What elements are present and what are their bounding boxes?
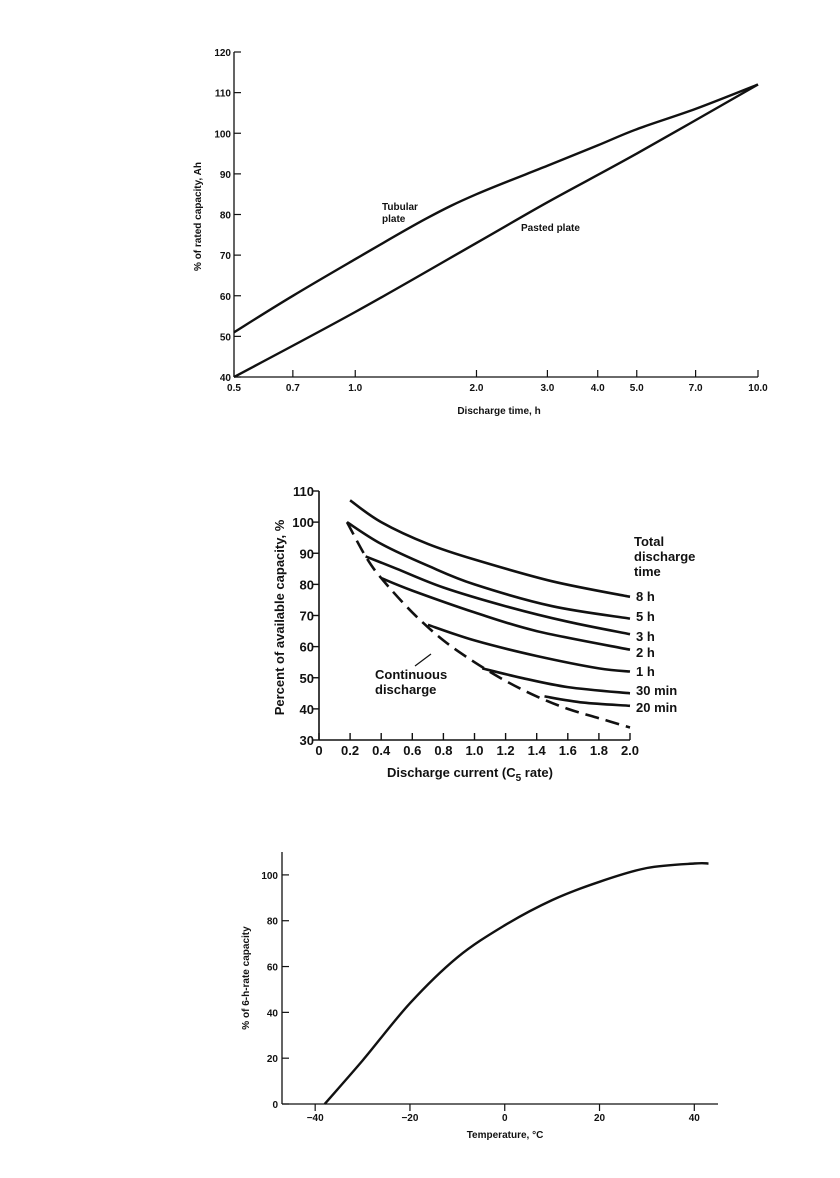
chart3-x-axis-label: Temperature, °C <box>467 1130 544 1141</box>
chart2-x-tick-label: 1.4 <box>528 743 547 758</box>
chart1-series-label-pasted: Pasted plate <box>521 223 580 234</box>
chart2-x-tick-label: 2.0 <box>621 743 639 758</box>
chart1-y-tick-label: 40 <box>220 373 232 384</box>
chart2-series-label: 5 h <box>636 609 655 624</box>
chart2-y-tick-label: 110 <box>293 484 314 499</box>
chart2-series-label: 2 h <box>636 645 655 660</box>
chart2-series-label: 30 min <box>636 683 677 698</box>
chart2-continuous-leader-line <box>414 653 432 667</box>
chart2-x-tick-label: 1.8 <box>590 743 608 758</box>
chart2-x-axis-label-text: Discharge current (C <box>387 765 516 780</box>
chart2-x-tick-label: 1.2 <box>497 743 515 758</box>
chart3-x-tick-label: −20 <box>401 1113 418 1124</box>
chart1-y-tick-label: 60 <box>220 292 232 303</box>
chart1-x-tick-label: 2.0 <box>470 383 484 394</box>
chart2-y-axis-label: Percent of available capacity, % <box>272 519 287 715</box>
chart2-series-label: 8 h <box>636 589 655 604</box>
chart2-x-tick-label: 0 <box>315 743 322 758</box>
chart2-y-tick-label: 90 <box>300 546 314 561</box>
chart2-series-3-h <box>365 555 631 636</box>
chart1-y-tick-label: 80 <box>220 211 232 222</box>
chart2-series-label: 1 h <box>636 664 655 679</box>
chart1-y-tick-label: 70 <box>220 251 232 262</box>
chart3-y-tick-label: 100 <box>261 871 278 882</box>
chart1-y-tick-label: 100 <box>214 129 231 140</box>
chart2-x-tick-label: 0.2 <box>341 743 359 758</box>
chart3-y-axis-label: % of 6-h-rate capacity <box>241 926 252 1030</box>
chart1-x-tick-label: 0.5 <box>227 383 241 394</box>
chart3-y-tick-label: 40 <box>267 1008 279 1019</box>
chart2-x-axis-label: Discharge current (C5 rate) <box>387 765 553 784</box>
chart2-x-axis-label-end: rate) <box>521 765 553 780</box>
chart3-x-tick-label: 20 <box>594 1113 606 1124</box>
chart2-series-1-h <box>427 623 631 673</box>
chart2-series-8-h <box>349 499 631 599</box>
chart3-y-tick-label: 80 <box>267 917 279 928</box>
chart1-series-tubular-plate <box>233 83 759 334</box>
chart1-y-tick-label: 120 <box>214 48 231 59</box>
chart1-x-tick-label: 10.0 <box>748 383 768 394</box>
chart1-series-pasted-plate <box>233 83 759 379</box>
chart3-y-tick-label: 20 <box>267 1054 279 1065</box>
chart1-x-tick-label: 4.0 <box>591 383 605 394</box>
chart2-x-tick-label: 0.8 <box>434 743 452 758</box>
chart2-series-30-min <box>481 667 631 695</box>
chart2-y-tick-label: 40 <box>300 702 314 717</box>
chart1-x-tick-label: 1.0 <box>348 383 362 394</box>
chart1-y-tick-label: 90 <box>220 170 232 181</box>
chart2-series-2-h <box>380 576 631 651</box>
chart2-y-tick-label: 30 <box>300 733 314 748</box>
chart2-y-tick-label: 60 <box>300 640 314 655</box>
chart1-y-tick-label: 50 <box>220 332 232 343</box>
chart1-x-tick-label: 7.0 <box>689 383 703 394</box>
chart2-series-label: 20 min <box>636 700 677 715</box>
chart2-y-tick-label: 50 <box>300 671 314 686</box>
chart1-x-tick-label: 3.0 <box>540 383 554 394</box>
chart2-y-tick-label: 80 <box>300 577 314 592</box>
chart1-y-axis-label: % of rated capacity, Ah <box>193 162 204 271</box>
chart2-y-tick-label: 100 <box>292 515 314 530</box>
chart2-series-20-min <box>544 695 631 708</box>
chart2-y-tick-label: 70 <box>300 609 314 624</box>
chart3-x-tick-label: −40 <box>307 1113 324 1124</box>
chart2-legend-title: time <box>634 564 661 579</box>
chart2-x-tick-label: 0.6 <box>403 743 421 758</box>
chart2-x-tick-label: 1.6 <box>559 743 577 758</box>
chart3-y-tick-label: 0 <box>272 1100 278 1111</box>
chart1-y-tick-label: 110 <box>215 89 232 100</box>
chart2-x-tick-label: 1.0 <box>465 743 483 758</box>
chart3-x-tick-label: 0 <box>502 1113 508 1124</box>
chart1-series-label-tubular: plate <box>382 214 406 225</box>
chart2-series-continuous-discharge <box>345 521 631 729</box>
chart3-y-tick-label: 60 <box>267 963 279 974</box>
chart2-series-label: 3 h <box>636 629 655 644</box>
chart2-x-axis-label-subscript: 5 <box>516 773 522 784</box>
chart2-legend-title: discharge <box>634 549 695 564</box>
chart2-continuous-label: discharge <box>375 682 436 697</box>
chart3-x-tick-label: 40 <box>689 1113 701 1124</box>
chart2-series-5-h <box>346 521 631 620</box>
chart2-x-tick-label: 0.4 <box>372 743 391 758</box>
chart2-continuous-label: Continuous <box>375 667 447 682</box>
chart1-series-label-tubular: Tubular <box>382 202 418 213</box>
chart1-x-tick-label: 0.7 <box>286 383 300 394</box>
chart2-legend-title: Total <box>634 534 664 549</box>
chart1-x-tick-label: 5.0 <box>630 383 644 394</box>
chart1-x-axis-label: Discharge time, h <box>457 406 540 417</box>
chart3-series-capacity <box>323 861 709 1105</box>
